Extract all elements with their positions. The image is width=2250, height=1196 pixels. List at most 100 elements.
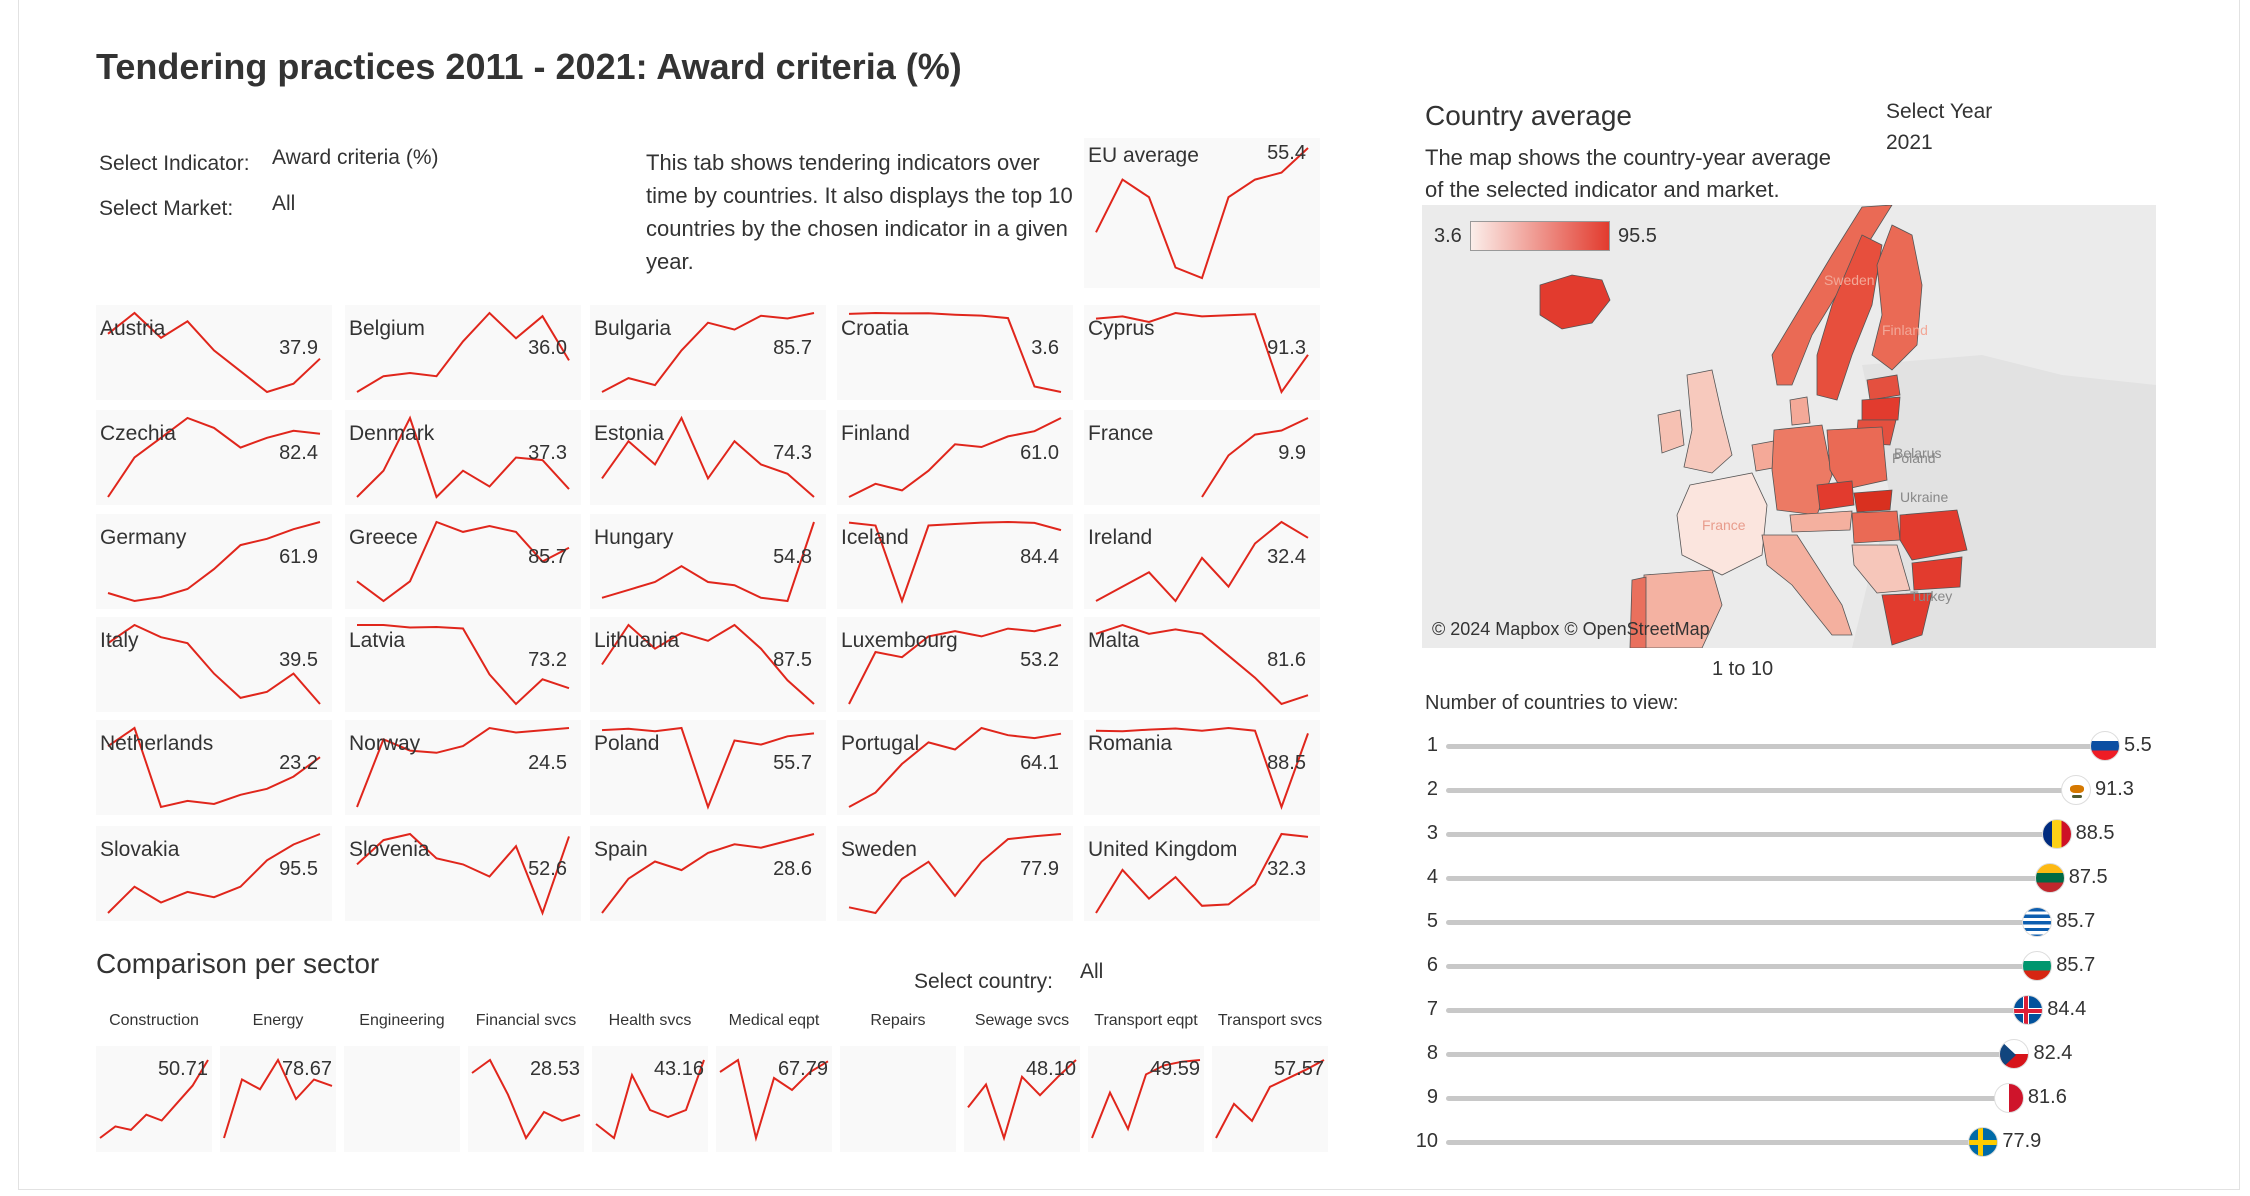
country-sparkline-italy[interactable]: Italy 39.5 bbox=[96, 617, 332, 712]
country-sparkline-slovenia[interactable]: Slovenia 52.6 bbox=[345, 826, 581, 921]
country-sparkline-sweden[interactable]: Sweden 77.9 bbox=[837, 826, 1073, 921]
country-trend-line-svg bbox=[601, 833, 815, 914]
country-sparkline-netherlands[interactable]: Netherlands 23.2 bbox=[96, 720, 332, 815]
country-value: 85.7 bbox=[773, 337, 812, 359]
country-name: Belgium bbox=[349, 317, 425, 340]
country-sparkline-portugal[interactable]: Portugal 64.1 bbox=[837, 720, 1073, 815]
market-select[interactable]: All bbox=[272, 192, 296, 215]
map-hungary bbox=[1851, 510, 1901, 544]
country-sparkline-norway[interactable]: Norway 24.5 bbox=[345, 720, 581, 815]
flag-is-icon bbox=[2013, 995, 2044, 1025]
sector-sparkline-sewage-svcs[interactable]: 48.10 bbox=[964, 1046, 1080, 1152]
country-value: 73.2 bbox=[528, 649, 567, 671]
country-sparkline-austria[interactable]: Austria 37.9 bbox=[96, 305, 332, 400]
country-sparkline-romania[interactable]: Romania 88.5 bbox=[1084, 720, 1320, 815]
country-sparkline-lithuania[interactable]: Lithuania 87.5 bbox=[590, 617, 826, 712]
rank-number: 3 bbox=[1426, 822, 1438, 844]
rank-bar[interactable] bbox=[1446, 920, 2039, 925]
sector-sparkline-transport-eqpt[interactable]: 49.59 bbox=[1088, 1046, 1204, 1152]
indicator-select[interactable]: Award criteria (%) bbox=[272, 146, 439, 169]
flag-bg-icon bbox=[2022, 951, 2053, 981]
country-value: 28.6 bbox=[773, 858, 812, 880]
country-sparkline-croatia[interactable]: Croatia 3.6 bbox=[837, 305, 1073, 400]
sector-sparkline-financial-svcs[interactable]: 28.53 bbox=[468, 1046, 584, 1152]
country-sparkline-malta[interactable]: Malta 81.6 bbox=[1084, 617, 1320, 712]
rank-bar[interactable] bbox=[1446, 876, 2051, 881]
country-value: 53.2 bbox=[1020, 649, 1059, 671]
country-sparkline-united-kingdom[interactable]: United Kingdom 32.3 bbox=[1084, 826, 1320, 921]
country-sparkline-bulgaria[interactable]: Bulgaria 85.7 bbox=[590, 305, 826, 400]
select-year-dropdown[interactable]: 2021 bbox=[1886, 131, 1933, 154]
country-trend-line-svg bbox=[356, 832, 570, 916]
country-sparkline-latvia[interactable]: Latvia 73.2 bbox=[345, 617, 581, 712]
sector-sparkline-medical-eqpt[interactable]: 67.79 bbox=[716, 1046, 832, 1152]
country-trend-line-svg bbox=[601, 623, 815, 705]
sector-sparkline-transport-svcs[interactable]: 57.57 bbox=[1212, 1046, 1328, 1152]
map-label-turkey: Turkey bbox=[1910, 588, 1952, 604]
country-name: Slovakia bbox=[100, 838, 180, 861]
country-sparkline-denmark[interactable]: Denmark 37.3 bbox=[345, 410, 581, 505]
sector-sparkline-repairs[interactable] bbox=[840, 1046, 956, 1152]
sector-value: 78.67 bbox=[281, 1058, 332, 1080]
country-value: 37.3 bbox=[528, 442, 567, 464]
description-text: This tab shows tendering indicators over… bbox=[646, 150, 1073, 274]
sector-sparkline-construction[interactable]: 50.71 bbox=[96, 1046, 212, 1152]
country-name: Austria bbox=[100, 317, 166, 340]
country-trend-line-svg bbox=[107, 726, 321, 809]
country-sparkline-finland[interactable]: Finland 61.0 bbox=[837, 410, 1073, 505]
sector-trend-line-svg bbox=[595, 1059, 705, 1140]
sector-header-energy: Energy bbox=[252, 1012, 304, 1029]
country-sparkline-ireland[interactable]: Ireland 32.4 bbox=[1084, 514, 1320, 609]
sector-sparkline-energy[interactable]: 78.67 bbox=[220, 1046, 336, 1152]
country-sparkline-germany[interactable]: Germany 61.9 bbox=[96, 514, 332, 609]
country-sparkline-luxembourg[interactable]: Luxembourg 53.2 bbox=[837, 617, 1073, 712]
sector-trend-line bbox=[223, 1057, 333, 1139]
rank-number: 8 bbox=[1426, 1042, 1438, 1064]
country-value: 52.6 bbox=[528, 858, 567, 880]
rank-bar[interactable] bbox=[1446, 832, 2058, 837]
country-name: Norway bbox=[349, 732, 421, 755]
country-sparkline-cyprus[interactable]: Cyprus 91.3 bbox=[1084, 305, 1320, 400]
country-value: 91.3 bbox=[1267, 337, 1306, 359]
map-credit[interactable]: © 2024 Mapbox © OpenStreetMap bbox=[1432, 619, 1710, 639]
country-sparkline-czechia[interactable]: Czechia 82.4 bbox=[96, 410, 332, 505]
sector-header-health-svcs: Health svcs bbox=[608, 1012, 692, 1029]
country-name: Cyprus bbox=[1088, 317, 1155, 340]
country-sparkline-hungary[interactable]: Hungary 54.8 bbox=[590, 514, 826, 609]
country-sparkline-france[interactable]: France 9.9 bbox=[1084, 410, 1320, 505]
rank-bar[interactable] bbox=[1446, 788, 2077, 793]
rank-bar[interactable] bbox=[1446, 1008, 2030, 1013]
select-country-dropdown[interactable]: All bbox=[1080, 960, 1104, 983]
rank-value: 87.5 bbox=[2068, 866, 2108, 888]
sector-sparkline-engineering[interactable] bbox=[344, 1046, 460, 1152]
country-name: Latvia bbox=[349, 629, 406, 652]
europe-map[interactable]: Poland Belarus Ukraine Turkey France Swe… bbox=[1422, 205, 2156, 648]
rank-number: 7 bbox=[1426, 998, 1438, 1020]
rank-number: 5 bbox=[1426, 910, 1438, 932]
rank-number: 10 bbox=[1415, 1130, 1438, 1152]
country-sparkline-slovakia[interactable]: Slovakia 95.5 bbox=[96, 826, 332, 921]
rank-bar[interactable] bbox=[1446, 744, 2106, 749]
country-sparkline-estonia[interactable]: Estonia 74.3 bbox=[590, 410, 826, 505]
country-trend-line bbox=[107, 521, 321, 603]
country-trend-line-svg bbox=[848, 520, 1062, 605]
sector-sparkline-health-svcs[interactable]: 43.16 bbox=[592, 1046, 708, 1152]
country-sparkline-belgium[interactable]: Belgium 36.0 bbox=[345, 305, 581, 400]
country-sparkline-greece[interactable]: Greece 85.7 bbox=[345, 514, 581, 609]
country-sparkline-iceland[interactable]: Iceland 84.4 bbox=[837, 514, 1073, 609]
rank-bar[interactable] bbox=[1446, 964, 2039, 969]
country-name: Romania bbox=[1088, 732, 1173, 755]
rank-bar[interactable] bbox=[1446, 1096, 2010, 1101]
sector-header-transport-eqpt: Transport eqpt bbox=[1094, 1012, 1198, 1029]
country-sparkline-poland[interactable]: Poland 55.7 bbox=[590, 720, 826, 815]
country-value: 82.4 bbox=[279, 442, 318, 464]
rank-bar[interactable] bbox=[1446, 1052, 2016, 1057]
country-name: Denmark bbox=[349, 422, 435, 445]
country-value: 74.3 bbox=[773, 442, 812, 464]
country-sparkline-spain[interactable]: Spain 28.6 bbox=[590, 826, 826, 921]
country-name: France bbox=[1088, 422, 1154, 445]
map-slovakia bbox=[1853, 489, 1893, 513]
eu-average-sparkline[interactable]: EU average 55.4 bbox=[1084, 138, 1320, 288]
rank-bar[interactable] bbox=[1446, 1140, 1985, 1145]
map-label-sweden: Sweden bbox=[1824, 272, 1875, 288]
